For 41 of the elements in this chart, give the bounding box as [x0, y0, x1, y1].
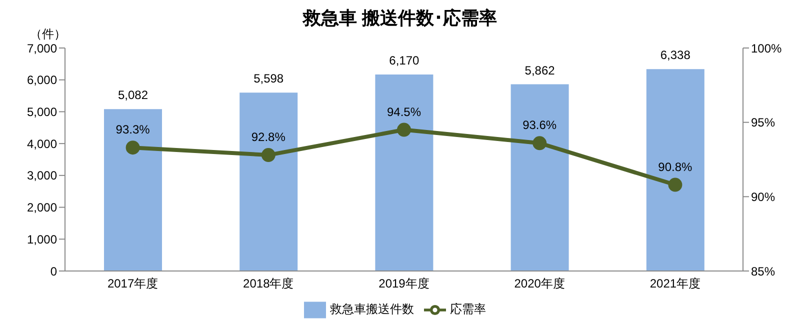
y-tick-label: 1,000 [26, 232, 58, 246]
data-label: 5,862 [524, 63, 556, 78]
data-label: 5,598 [254, 72, 284, 86]
data-label: 93.3% [116, 122, 150, 137]
x-tick-label: 2017年度 [107, 276, 158, 291]
y2-tick-label: 100% [751, 41, 782, 56]
y2-tick-label: 85% [751, 264, 776, 278]
bar [240, 92, 298, 271]
y-tick-label: 0 [50, 264, 58, 278]
data-label: 6,338 [660, 48, 691, 62]
data-label: 5,082 [118, 88, 148, 102]
point [126, 140, 140, 155]
y-tick-label: 6,000 [26, 73, 58, 88]
bar [646, 69, 704, 271]
y-tick-label: 4,000 [26, 136, 58, 151]
legend-label: 応需率 [450, 302, 486, 316]
data-label: 92.8% [251, 130, 286, 144]
point [261, 148, 276, 162]
y-tick-label: 7,000 [26, 41, 58, 56]
legend-label: 救急車搬送件数 [330, 302, 414, 316]
bar [104, 109, 162, 271]
x-tick-label: 2019年度 [378, 276, 430, 291]
data-label: 6,170 [389, 53, 420, 68]
y-tick-label: 5,000 [26, 104, 58, 119]
data-label: 90.8% [658, 160, 693, 174]
data-label: 94.5% [386, 104, 422, 119]
point [532, 136, 547, 150]
y-axis-title: （件） [30, 26, 66, 43]
x-tick-label: 2018年度 [243, 276, 294, 291]
y2-tick-label: 95% [751, 116, 776, 130]
bar [510, 84, 569, 271]
y2-tick-label: 90% [751, 190, 776, 204]
y-tick-label: 2,000 [26, 200, 58, 215]
y-tick-label: 3,000 [26, 168, 58, 183]
point [668, 178, 682, 192]
bar [375, 74, 434, 271]
point [397, 122, 411, 137]
data-label: 93.6% [522, 118, 557, 132]
x-tick-label: 2021年度 [650, 276, 701, 291]
x-tick-label: 2020年度 [514, 276, 565, 291]
chart-title: 救急車 搬送件数･応需率 [302, 8, 497, 28]
